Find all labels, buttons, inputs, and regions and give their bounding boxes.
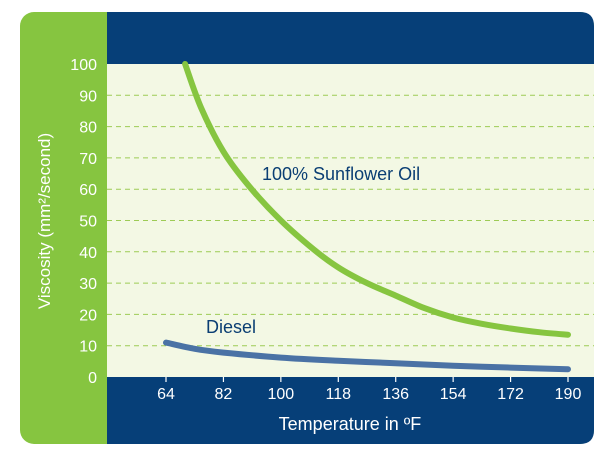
y-tick-label: 40: [79, 245, 97, 262]
x-tick-label: 64: [157, 386, 175, 403]
y-tick-label: 100: [70, 57, 97, 74]
series-line-diesel: [163, 339, 571, 373]
y-tick-label: 70: [79, 151, 97, 168]
y-tick-label: 30: [79, 276, 97, 293]
chart-footer-band: [107, 377, 594, 444]
y-tick-label: 0: [88, 370, 97, 387]
y-tick-label: 10: [79, 339, 97, 356]
x-tick-label: 82: [215, 386, 233, 403]
y-tick-label: 50: [79, 214, 97, 231]
y-axis-label: Viscosity (mm²/second): [35, 133, 54, 309]
x-tick-label: 100: [268, 386, 295, 403]
y-tick-label: 60: [79, 182, 97, 199]
x-axis-label: Temperature in ºF: [279, 414, 422, 434]
y-tick-label: 20: [79, 307, 97, 324]
grid-lines: [107, 94, 594, 347]
x-tick-label: 172: [497, 386, 524, 403]
x-tick-label: 118: [326, 386, 352, 403]
series-label-diesel: Diesel: [206, 317, 256, 337]
y-tick-label: 90: [79, 88, 97, 105]
series-label-100-sunflower-oil: 100% Sunflower Oil: [262, 164, 420, 184]
x-tick-labels: 64 82 100 118 136 154 172 190: [157, 377, 581, 403]
series-lines: [163, 61, 571, 373]
x-tick-label: 136: [382, 386, 409, 403]
chart-header-band: [107, 12, 594, 64]
y-tick-label: 80: [79, 120, 97, 137]
x-tick-label: 154: [440, 386, 467, 403]
x-tick-label: 190: [555, 386, 582, 403]
series-line-100-sunflower-oil: [182, 61, 571, 338]
y-tick-labels: 0 10 20 30 40 50 60 70 80 90 100: [70, 57, 97, 387]
series-labels: 100% Sunflower Oil Diesel: [206, 164, 420, 337]
